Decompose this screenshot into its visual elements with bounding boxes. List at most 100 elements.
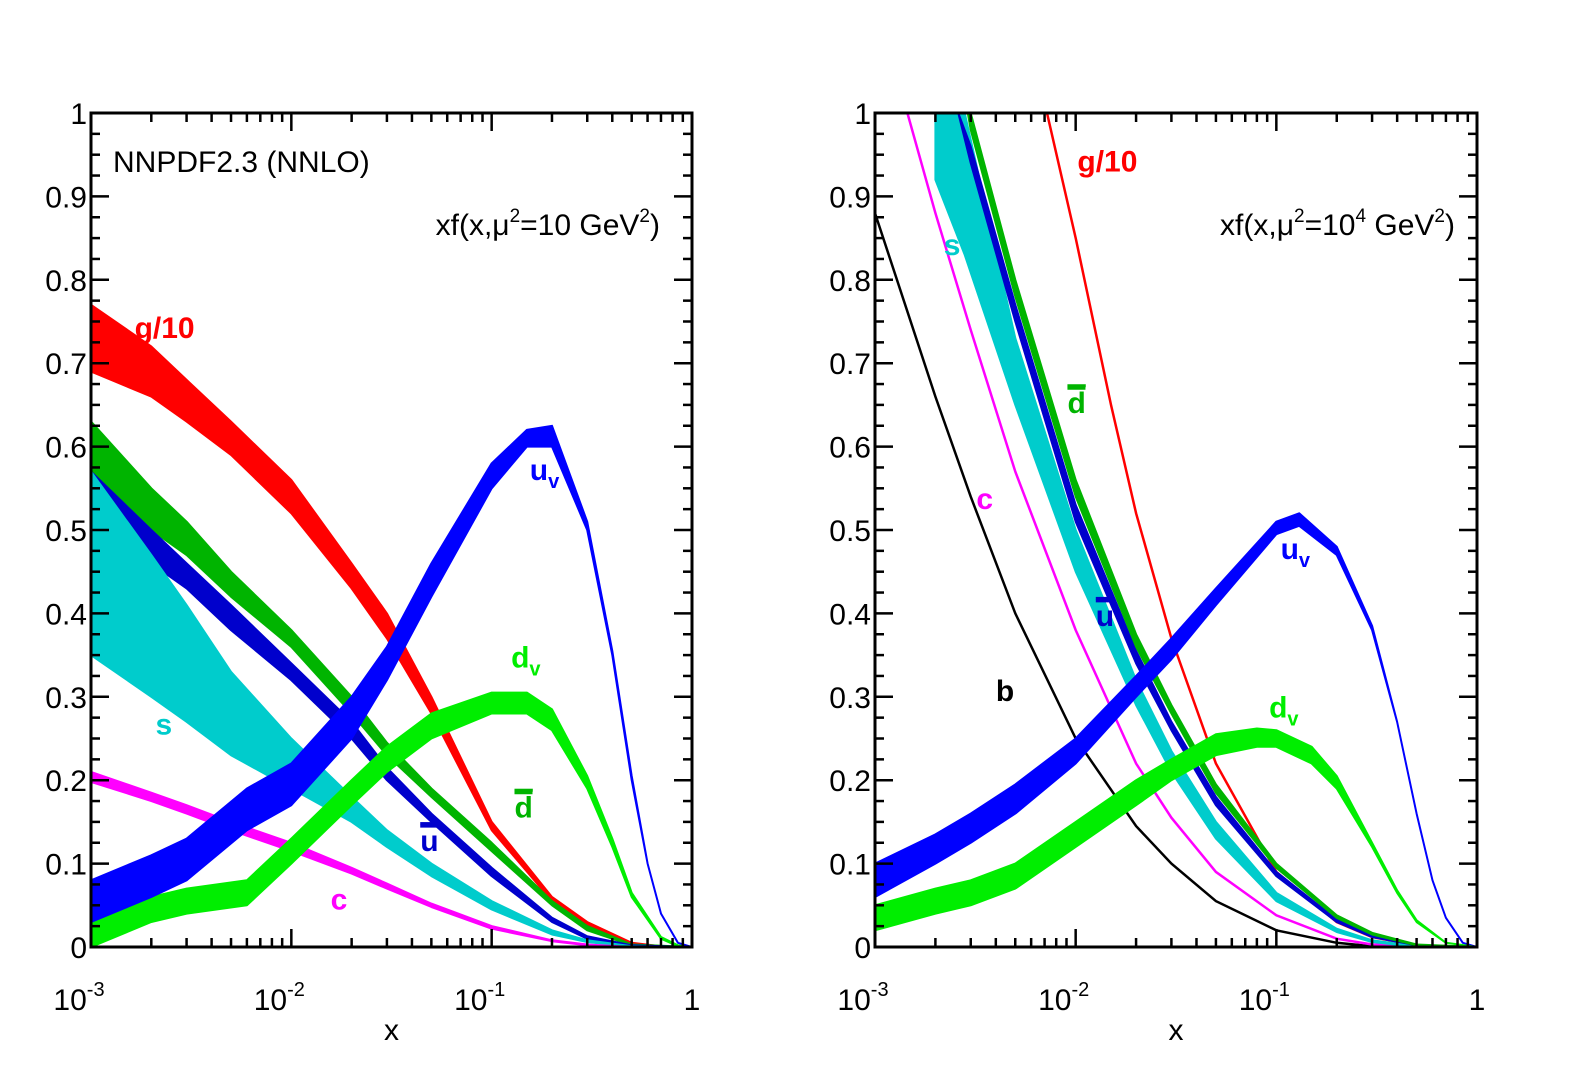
x-tick-label: 10-2: [1038, 979, 1089, 1017]
y-tick-label: 0.6: [829, 432, 871, 465]
x-tick-base: 10: [1239, 984, 1272, 1017]
series-label-subscript: v: [1287, 709, 1299, 731]
series-label-main: u: [420, 825, 438, 858]
series-band-dv: [91, 691, 692, 947]
y-tick-label: 0.9: [45, 181, 87, 214]
y-tick-label: 0.7: [45, 348, 87, 381]
x-tick-base: 10: [254, 984, 287, 1017]
x-tick-label: 1: [684, 984, 701, 1017]
series-label-main: d: [511, 642, 529, 675]
annotation-scale: xf(x,μ2=10 GeV2): [436, 206, 660, 242]
series-label-main: u: [1281, 533, 1299, 566]
y-tick-label: 0.2: [45, 765, 87, 798]
series-band-ubar: [957, 113, 1477, 947]
annotation-text: =10: [1305, 209, 1356, 242]
y-tick-label: 0.2: [829, 765, 871, 798]
panel-left-q2-10: g/10duscdvuv00.10.20.30.40.50.60.70.80.9…: [45, 98, 700, 1047]
series-band-uv: [91, 424, 692, 947]
y-tick-label: 0.4: [829, 598, 871, 631]
annotation-scale: xf(x,μ2=104 GeV2): [1220, 206, 1455, 242]
y-tick-label: 0.7: [829, 348, 871, 381]
x-tick-exponent: -3: [87, 979, 105, 1001]
x-tick-label: 1: [1469, 984, 1486, 1017]
annotation-text: =10 GeV: [520, 209, 639, 242]
x-tick-exponent: -2: [287, 979, 305, 1001]
series-label-subscript: v: [529, 659, 541, 681]
x-tick-label: 10-3: [837, 979, 888, 1017]
series-label-main: d: [1067, 387, 1085, 420]
series-label-c: c: [331, 883, 348, 916]
y-tick-label: 0.4: [45, 598, 87, 631]
annotation-superscript: 2: [1434, 206, 1445, 227]
series-label-b: b: [996, 675, 1014, 708]
series-label-c: c: [976, 483, 993, 516]
x-tick-label: 10-1: [1239, 979, 1290, 1017]
series-label-dbar: d: [514, 792, 532, 825]
x-tick-label: 10-2: [254, 979, 305, 1017]
series-label-main: c: [331, 883, 348, 916]
y-tick-label: 0: [70, 932, 87, 965]
x-tick-base: 10: [837, 984, 870, 1017]
annotation-superscript: 2: [639, 206, 650, 227]
annotation-text: xf(x,μ: [1220, 209, 1294, 242]
x-tick-base: 10: [1038, 984, 1071, 1017]
annotation-text: ): [1445, 209, 1455, 242]
series-label-s: s: [944, 229, 961, 262]
y-tick-label: 0.3: [829, 682, 871, 715]
series-band-s: [934, 113, 1477, 947]
series-label-g: g/10: [135, 312, 195, 345]
annotation-superscript: 2: [1294, 206, 1305, 227]
y-tick-label: 0.5: [829, 515, 871, 548]
series-label-main: u: [1096, 600, 1114, 633]
y-tick-label: 0: [854, 932, 871, 965]
series-line-b: [875, 212, 1477, 947]
y-tick-label: 0.6: [45, 432, 87, 465]
series-label-main: g/10: [1077, 145, 1137, 178]
series-label-dv: dv: [511, 642, 541, 681]
y-tick-label: 1: [854, 98, 871, 131]
series-label-uv: uv: [530, 454, 560, 493]
y-tick-label: 0.5: [45, 515, 87, 548]
y-tick-label: 0.8: [829, 265, 871, 298]
series-label-main: d: [514, 792, 532, 825]
annotation-superscript: 4: [1355, 206, 1366, 227]
x-tick-exponent: -1: [487, 979, 505, 1001]
x-tick-exponent: -2: [1071, 979, 1089, 1001]
x-tick-exponent: -3: [871, 979, 889, 1001]
series-group: [91, 303, 692, 947]
x-tick-base: 1: [1469, 984, 1486, 1017]
series-label-s: s: [156, 708, 173, 741]
y-tick-label: 0.1: [45, 849, 87, 882]
x-tick-base: 1: [684, 984, 701, 1017]
y-tick-label: 1: [70, 98, 87, 131]
series-label-uv: uv: [1281, 533, 1311, 572]
x-tick-label: 10-1: [454, 979, 505, 1017]
x-tick-exponent: -1: [1272, 979, 1290, 1001]
series-band-dbar: [966, 113, 1477, 947]
series-label-main: c: [976, 483, 993, 516]
annotation-pdf-set: NNPDF2.3 (NNLO): [113, 146, 370, 179]
series-label-main: s: [944, 229, 961, 262]
series-label-main: s: [156, 708, 173, 741]
series-label-main: d: [1269, 692, 1287, 725]
series-label-ubar: u: [420, 825, 438, 858]
annotation-superscript: 2: [510, 206, 521, 227]
y-tick-label: 0.1: [829, 849, 871, 882]
series-label-subscript: v: [548, 471, 560, 493]
series-band-g: [91, 303, 692, 947]
y-tick-label: 0.8: [45, 265, 87, 298]
series-label-main: b: [996, 675, 1014, 708]
x-axis-label: x: [1169, 1014, 1184, 1047]
y-tick-label: 0.3: [45, 682, 87, 715]
annotation-text: xf(x,μ: [436, 209, 510, 242]
x-tick-base: 10: [53, 984, 86, 1017]
series-band-uv: [875, 512, 1477, 947]
series-label-subscript: v: [1299, 550, 1311, 572]
annotation-text: NNPDF2.3 (NNLO): [113, 146, 370, 179]
y-tick-label: 0.9: [829, 181, 871, 214]
series-label-main: u: [530, 454, 548, 487]
x-tick-label: 10-3: [53, 979, 104, 1017]
series-group: [875, 113, 1477, 947]
series-label-ubar: u: [1096, 600, 1114, 633]
series-label-dv: dv: [1269, 692, 1299, 731]
